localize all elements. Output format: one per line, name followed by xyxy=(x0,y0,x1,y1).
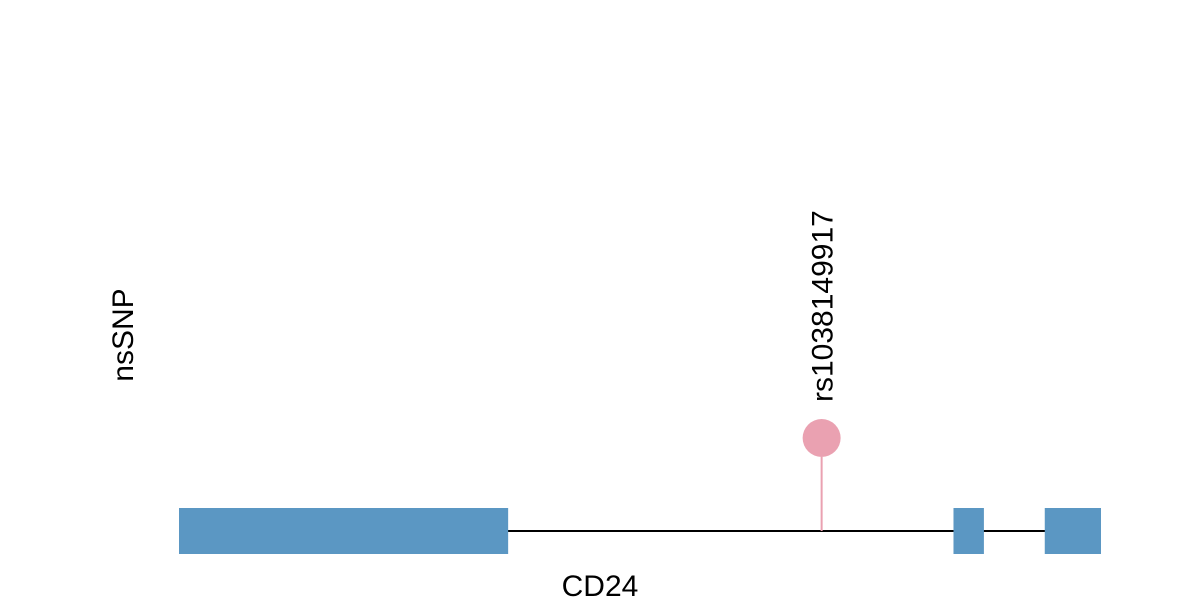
track-label: nsSNP xyxy=(107,288,140,381)
exon-2 xyxy=(953,508,984,554)
exon-3 xyxy=(1044,508,1101,554)
snp-label: rs1038149917 xyxy=(807,210,840,402)
snp-marker[interactable] xyxy=(802,419,841,457)
gene-name-label: CD24 xyxy=(562,570,639,600)
snp-group: rs1038149917 xyxy=(802,210,841,531)
exon-group xyxy=(179,508,1101,554)
exon-1 xyxy=(179,508,509,554)
